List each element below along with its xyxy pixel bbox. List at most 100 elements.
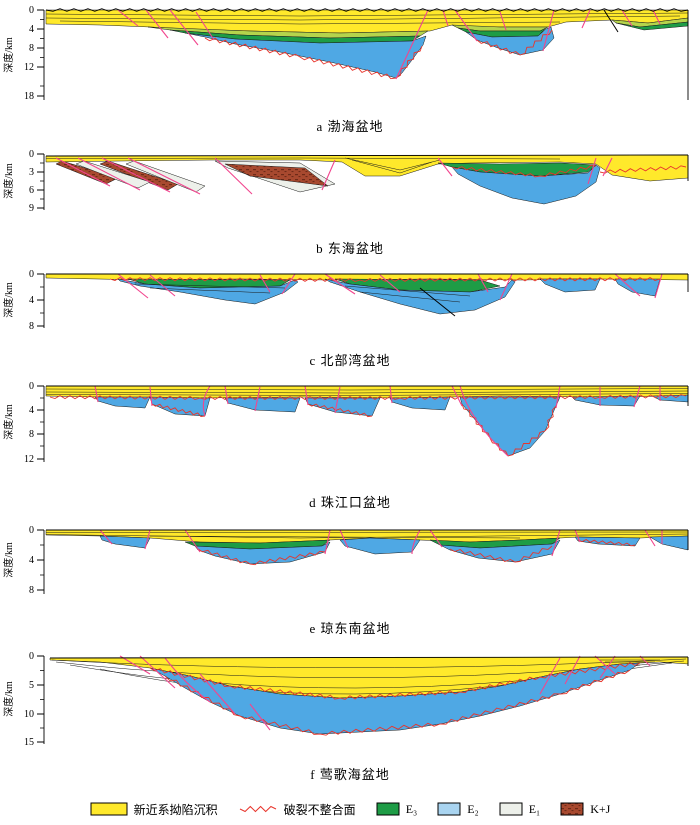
panel-a-strata-lines-shape xyxy=(45,12,689,17)
panel-c-beibuwan-section: 0 4 8 深度/km xyxy=(2,269,689,332)
panel-d-axis-labels-shape: 4 xyxy=(29,405,34,416)
panel-d-e2-blue-shape xyxy=(651,394,689,403)
panel-a-faults-shape xyxy=(117,9,139,27)
panel-b-faults-shape xyxy=(587,157,597,185)
panel-b-breakup-unconformity-shape xyxy=(599,165,687,174)
panel-f-yinggehai-section: 0 5 10 15 深度/km xyxy=(2,651,689,748)
panel-d-faults-shape xyxy=(224,385,229,405)
panel-d-faults-shape xyxy=(254,386,261,412)
panel-e-faults-shape xyxy=(429,529,443,548)
panel-a-axis-labels-shape: 0 xyxy=(29,5,34,16)
panel-d-faults-shape xyxy=(633,385,641,408)
panel-b-axis-labels-shape: 3 xyxy=(29,167,34,178)
legend-item-e2: E₂ xyxy=(437,802,479,817)
panel-b-strata-lines-shape xyxy=(351,159,433,174)
panel-b-faults-shape xyxy=(321,159,336,191)
panel-b-faults-shape xyxy=(127,157,201,195)
panel-a-faults-shape xyxy=(395,9,429,80)
panel-b-yellow-neogene xyxy=(45,154,689,182)
panel-a-faults xyxy=(117,9,661,80)
panel-d-strata-lines xyxy=(45,388,689,396)
panel-b-strata-lines-shape xyxy=(45,157,561,160)
panel-d-caption: d 珠江口盆地 xyxy=(309,495,391,510)
panel-a-axis-labels-shape: 8 xyxy=(29,43,34,54)
panel-d-faults-shape xyxy=(389,385,393,404)
panel-a-faults-shape xyxy=(542,9,555,52)
panel-d-e2-blue xyxy=(94,394,689,457)
panel-f-frame xyxy=(37,655,689,744)
legend-item-neogene: 新近系拗陷沉积 xyxy=(90,801,218,818)
depth-axis-title: 深度/km xyxy=(2,404,15,440)
panel-c-faults-shape xyxy=(654,273,663,299)
panel-f-breakup-unconformity-shape xyxy=(164,669,631,736)
e1-swatch xyxy=(499,802,523,816)
panel-a-faults-shape xyxy=(195,11,215,41)
panel-c-faults-shape xyxy=(614,273,641,297)
panel-a-frame xyxy=(37,8,689,100)
panel-c-axis-labels-shape: 0 xyxy=(29,269,34,280)
e3-swatch xyxy=(376,802,400,816)
panel-d-faults-shape xyxy=(202,385,211,417)
panel-b-kj-brick-inner-shape xyxy=(224,163,329,187)
panel-f-frame-shape xyxy=(37,655,44,743)
panel-c-strata-lines-shape xyxy=(344,285,471,297)
panel-e-breakup-unconformity-shape xyxy=(449,545,553,563)
panel-b-kj-brick-inner xyxy=(224,163,329,187)
panel-a-faults-shape xyxy=(145,9,169,39)
breakup-unconformity-swatch-shape xyxy=(239,805,276,813)
panel-d-frame xyxy=(37,385,689,462)
panel-e-e2-blue-shape xyxy=(339,537,421,555)
panel-d-faults-shape xyxy=(94,385,99,403)
panel-b-faults-shape xyxy=(437,157,453,177)
panel-c-strata-lines-shape xyxy=(134,283,286,289)
panel-b-kj-brick-slabs-shape xyxy=(99,160,179,191)
panel-d-faults xyxy=(94,385,661,457)
panel-c-faults-shape xyxy=(281,273,296,295)
panel-c-strata-lines-shape xyxy=(359,291,461,303)
legend: 新近系拗陷沉积 破裂不整合面 E₃ E₂ E₁ xyxy=(0,794,700,824)
legend-item-kj: K+J xyxy=(560,802,610,817)
panel-f-caption: f 莺歌海盆地 xyxy=(310,767,390,782)
panel-e-faults-shape xyxy=(574,529,581,543)
panel-c-faults-shape xyxy=(149,274,176,297)
panel-b-axis-labels: 0 3 6 9 深度/km xyxy=(2,149,34,214)
panel-b-strata-lines-shape xyxy=(344,157,441,171)
panel-e-e2-blue-shape xyxy=(99,535,151,549)
panel-e-faults-shape xyxy=(551,529,561,557)
panel-d-e2-blue-shape xyxy=(94,396,151,409)
panel-e-frame xyxy=(37,529,689,594)
depth-axis-title: 深度/km xyxy=(2,542,15,578)
panel-d-strata-lines-shape xyxy=(45,390,689,394)
panel-c-e2-blue-shape xyxy=(539,278,601,293)
panel-b-breakup-unconformity-shape xyxy=(451,165,597,178)
panel-c-strata-lines-shape xyxy=(149,287,271,294)
panel-f-frame-shape xyxy=(49,656,689,659)
panel-e-frame-shape xyxy=(37,529,44,591)
panel-a-breakup-unconformity-shape xyxy=(204,37,423,80)
panel-f-axis-labels-shape: 15 xyxy=(24,737,34,748)
panel-e-faults-shape xyxy=(184,529,201,553)
panel-c-caption: c 北部湾盆地 xyxy=(309,353,391,368)
panel-a-faults-shape xyxy=(454,9,478,42)
panel-c-faults-shape xyxy=(324,273,356,295)
panel-d-frame-shape xyxy=(37,385,44,460)
panel-c-axis-labels: 0 4 8 深度/km xyxy=(2,269,34,332)
panel-a-bohai-section: 0 4 8 12 18 深度/km xyxy=(2,5,689,102)
panel-e-faults-shape xyxy=(411,529,421,555)
panel-e-strata-lines-shape xyxy=(45,531,689,533)
panel-f-faults-shape xyxy=(594,655,616,675)
panel-e-faults-shape xyxy=(339,529,349,549)
panel-d-strata-lines-shape xyxy=(45,388,689,391)
panel-e-faults-shape xyxy=(144,529,151,550)
panel-d-e2-blue-shape xyxy=(389,396,451,411)
panel-d-zhujiangkou-section: 0 4 8 12 深度/km xyxy=(2,381,689,465)
panel-c-axis-labels-shape: 4 xyxy=(29,295,34,306)
panel-a-faults-shape xyxy=(442,9,449,27)
panel-d-e2-blue-shape xyxy=(149,396,211,417)
panel-d-e2-blue-shape xyxy=(304,397,381,417)
panel-c-black-fault-shape xyxy=(419,287,456,317)
panel-c-faults-shape xyxy=(117,273,149,299)
panel-f-breakup-unconformity xyxy=(149,662,641,736)
panel-c-axis-labels-shape: 8 xyxy=(29,321,34,332)
panel-e-faults-shape xyxy=(324,529,331,555)
